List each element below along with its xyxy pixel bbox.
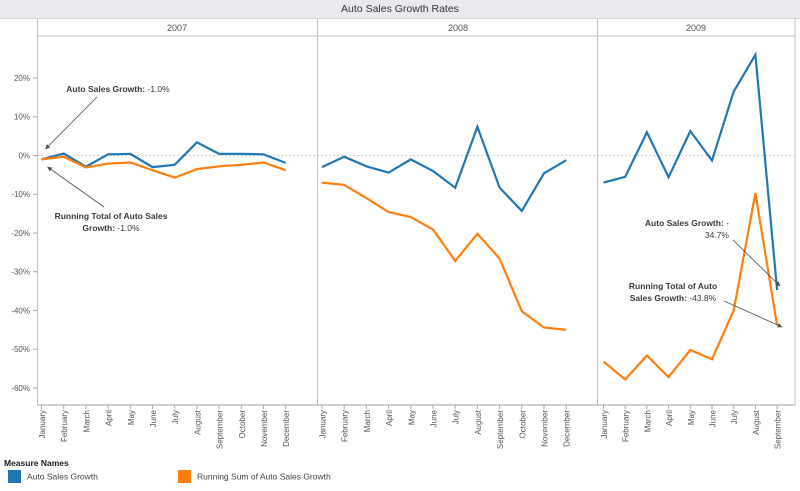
y-axis-label: -30% <box>11 268 30 277</box>
month-label: October <box>518 410 527 439</box>
y-axis-label: -10% <box>11 190 30 199</box>
chart-title: Auto Sales Growth Rates <box>0 0 800 19</box>
year-header-2009: 2009 <box>686 23 706 33</box>
month-label: January <box>319 410 328 438</box>
year-header-2008: 2008 <box>448 23 468 33</box>
legend-item-running-sum[interactable]: Running Sum of Auto Sales Growth <box>178 470 331 484</box>
month-label: May <box>127 410 136 425</box>
month-label: August <box>752 409 761 435</box>
y-axis-label: 10% <box>14 113 30 122</box>
month-label: March <box>82 410 91 432</box>
ann-2009-auto-sales-text: 34.7% <box>705 230 730 240</box>
y-axis-label: -40% <box>11 306 30 315</box>
month-label: September <box>496 410 505 449</box>
y-axis-label: -60% <box>11 384 30 393</box>
series-line-2008-auto-sales-growth[interactable] <box>321 123 567 213</box>
ann-2009-running-total-arrow <box>723 300 783 328</box>
legend-item-auto-sales-growth[interactable]: Auto Sales Growth <box>8 470 98 484</box>
month-label: December <box>282 410 291 447</box>
y-axis-label: 20% <box>14 74 30 83</box>
month-label: August <box>474 409 483 435</box>
legend-title: Measure Names <box>4 458 69 468</box>
month-label: January <box>38 410 47 438</box>
y-axis-label: 0% <box>18 151 30 160</box>
month-label: June <box>430 409 439 427</box>
month-label: April <box>665 410 674 426</box>
month-label: November <box>541 410 550 447</box>
ann-2009-auto-sales-text: Auto Sales Growth: - <box>645 218 729 228</box>
series-line-2009-running-sum[interactable] <box>602 192 779 382</box>
series-line-2009-auto-sales-growth[interactable] <box>603 51 779 291</box>
ann-2007-auto-sales-arrow <box>45 96 98 150</box>
month-label: June <box>709 409 718 427</box>
y-axis-label: -20% <box>11 229 30 238</box>
legend: Measure Names Auto Sales Growth Running … <box>0 456 800 491</box>
month-label: July <box>171 410 180 424</box>
month-label: April <box>385 410 394 426</box>
legend-item-label: Auto Sales Growth <box>27 471 98 482</box>
series-line-2007-running-sum[interactable] <box>41 155 287 179</box>
series-line-2008-running-sum[interactable] <box>321 181 567 331</box>
month-label: December <box>563 410 572 447</box>
chart-canvas: 20% 10% 0% -10% -20% -30% -40% -50% -60% 2007 Janu… <box>11 19 796 449</box>
legend-swatch-blue <box>8 470 21 483</box>
month-label: June <box>149 409 158 427</box>
month-label: November <box>260 410 269 447</box>
y-axis-label: -50% <box>11 345 30 354</box>
legend-item-label: Running Sum of Auto Sales Growth <box>197 471 331 482</box>
month-label: October <box>238 410 247 439</box>
month-label: May <box>407 410 416 425</box>
month-label: September <box>216 410 225 449</box>
ann-2009-running-total-text: Running Total of Auto <box>629 281 717 291</box>
ann-2009-auto-sales-arrow <box>732 239 781 287</box>
year-header-2007: 2007 <box>167 23 187 33</box>
month-label: May <box>687 410 696 425</box>
month-label: January <box>600 410 609 438</box>
month-label: March <box>643 410 652 432</box>
ann-2007-running-total-text: Running Total of Auto Sales <box>55 211 168 221</box>
month-label: July <box>730 410 739 424</box>
month-label: September <box>774 410 783 449</box>
legend-swatch-orange <box>178 470 191 483</box>
ann-2009-running-total-text: Sales Growth: -43.8% <box>630 293 717 303</box>
month-label: February <box>60 410 69 442</box>
month-label: February <box>622 410 631 442</box>
ann-2007-auto-sales-text: Auto Sales Growth: -1.0% <box>66 84 170 94</box>
month-label: March <box>363 410 372 432</box>
ann-2007-running-total-arrow <box>47 166 105 208</box>
month-label: July <box>452 410 461 424</box>
month-label: August <box>193 409 202 435</box>
ann-2007-running-total-text: Growth: -1.0% <box>82 223 140 233</box>
month-label: February <box>341 410 350 442</box>
month-label: April <box>105 410 114 426</box>
